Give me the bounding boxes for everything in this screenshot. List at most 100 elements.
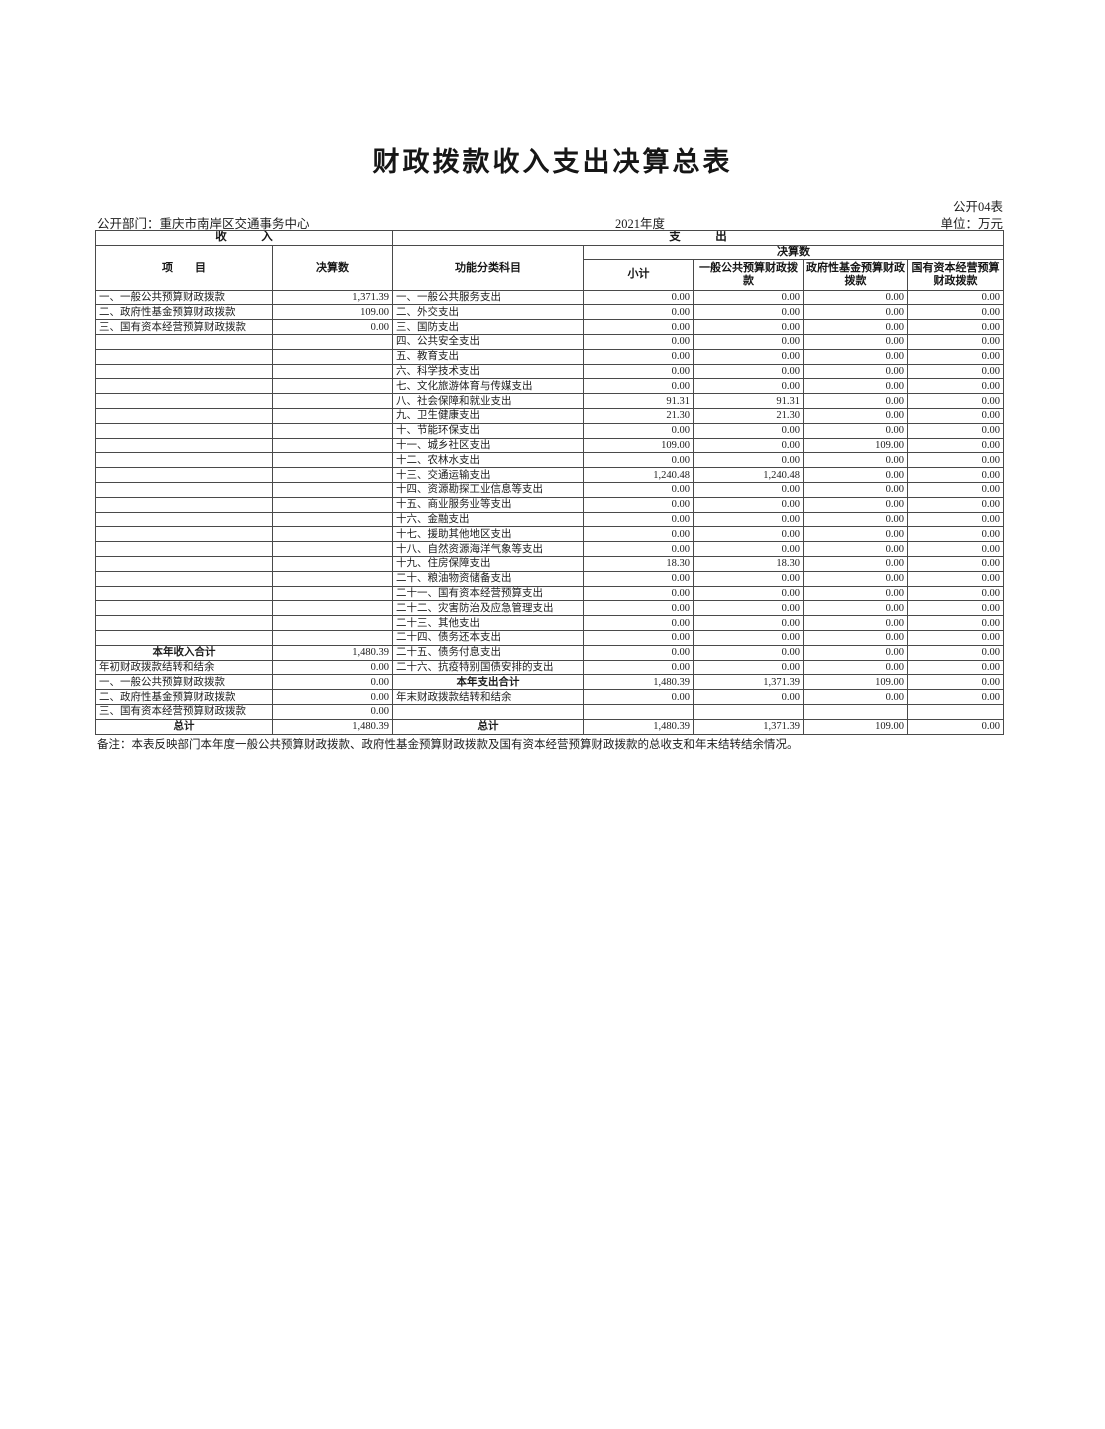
table-row: 二、政府性基金预算财政拨款 109.00 二、外交支出 0.00 0.00 0.00 0.0… — [95, 304, 1005, 321]
expense-item-cell: 十四、资源勘探工业信息等支出 — [392, 482, 584, 498]
expense-item-cell: 一、一般公共服务支出 — [392, 289, 584, 306]
table-row: 二、政府性基金预算财政拨款 0.00 年末财政拨款结转和结余 0.00 0.00 0.00… — [95, 689, 1005, 705]
gov-fund-cell: 0.00 — [803, 304, 908, 321]
col-header-amount: 决算数 — [272, 245, 393, 291]
state-capital-cell: 0.00 — [906, 600, 1005, 617]
page-title: 财政拨款收入支出决算总表 — [372, 147, 733, 177]
state-capital-cell: 0.00 — [906, 659, 1005, 676]
gov-fund-cell: 0.00 — [803, 644, 908, 661]
subtotal-cell: 0.00 — [583, 689, 694, 705]
income-item-cell — [95, 393, 273, 410]
gov-fund-cell: 0.00 — [803, 511, 908, 528]
col-header-gov-fund: 政府性基金预算财政拨款 — [803, 258, 908, 291]
expense-item-cell — [392, 703, 584, 720]
income-amount-cell — [272, 496, 393, 513]
gov-fund-cell: 109.00 — [803, 437, 908, 454]
expense-item-cell: 十二、农林水支出 — [392, 452, 584, 469]
table-row: 二十、粮油物资储备支出 0.00 0.00 0.00 0.00 — [95, 570, 1005, 587]
state-capital-cell: 0.00 — [906, 452, 1005, 469]
gov-fund-cell: 109.00 — [803, 674, 908, 691]
subtotal-cell: 18.30 — [583, 555, 694, 572]
income-item-cell: 三、国有资本经营预算财政拨款 — [95, 319, 273, 336]
income-item-cell: 总计 — [95, 718, 273, 735]
fiscal-year-label: 2021年度 — [615, 217, 666, 231]
expense-item-cell: 总计 — [392, 718, 584, 735]
expense-item-cell: 六、科学技术支出 — [392, 363, 584, 380]
subtotal-cell: 0.00 — [583, 304, 694, 321]
general-budget-cell: 1,240.48 — [693, 467, 804, 483]
gov-fund-cell: 0.00 — [803, 555, 908, 572]
table-row: 六、科学技术支出 0.00 0.00 0.00 0.00 — [95, 363, 1005, 380]
income-item-cell — [95, 496, 273, 513]
table-meta-row: 公开部门：重庆市南岸区交通事务中心 2021年度 单位：万元 — [95, 213, 1003, 231]
gov-fund-cell: 0.00 — [803, 334, 908, 350]
col-header-subtotal: 小计 — [583, 258, 694, 291]
general-budget-cell: 0.00 — [693, 289, 804, 306]
state-capital-cell: 0.00 — [906, 437, 1005, 454]
general-budget-cell: 91.31 — [693, 393, 804, 410]
general-budget-cell: 0.00 — [693, 422, 804, 439]
expense-item-cell: 十六、金融支出 — [392, 511, 584, 528]
state-capital-cell: 0.00 — [906, 467, 1005, 483]
income-item-cell — [95, 348, 273, 365]
gov-fund-cell: 0.00 — [803, 496, 908, 513]
income-item-cell: 本年收入合计 — [95, 644, 273, 661]
subtotal-cell: 0.00 — [583, 482, 694, 498]
state-capital-cell — [906, 703, 1005, 720]
footnote: 备注：本表反映部门本年度一般公共预算财政拨款、政府性基金预算财政拨款及国有资本经… — [97, 739, 799, 751]
income-item-cell — [95, 541, 273, 557]
general-budget-cell: 0.00 — [693, 659, 804, 676]
expense-item-cell: 年末财政拨款结转和结余 — [392, 689, 584, 705]
income-amount-cell — [272, 526, 393, 543]
state-capital-cell: 0.00 — [906, 526, 1005, 543]
table-row: 总计 1,480.39 总计 1,480.39 1,371.39 109.00 0.00 — [95, 718, 1005, 735]
state-capital-cell: 0.00 — [906, 644, 1005, 661]
table-row: 二十二、灾害防治及应急管理支出 0.00 0.00 0.00 0.00 — [95, 600, 1005, 617]
income-amount-cell — [272, 570, 393, 587]
expense-item-cell: 四、公共安全支出 — [392, 334, 584, 350]
table-row: 九、卫生健康支出 21.30 21.30 0.00 0.00 — [95, 408, 1005, 424]
table-row: 十四、资源勘探工业信息等支出 0.00 0.00 0.00 0.00 — [95, 482, 1005, 498]
expense-item-cell: 二十四、债务还本支出 — [392, 629, 584, 646]
general-budget-cell: 0.00 — [693, 482, 804, 498]
subtotal-cell: 0.00 — [583, 334, 694, 350]
state-capital-cell: 0.00 — [906, 689, 1005, 705]
income-item-cell — [95, 334, 273, 350]
gov-fund-cell: 0.00 — [803, 615, 908, 631]
income-item-cell — [95, 363, 273, 380]
table-row: 十八、自然资源海洋气象等支出 0.00 0.00 0.00 0.00 — [95, 541, 1005, 557]
state-capital-cell: 0.00 — [906, 585, 1005, 602]
gov-fund-cell: 0.00 — [803, 541, 908, 557]
col-header-general-budget: 一般公共预算财政拨款 — [693, 258, 804, 291]
expense-item-cell: 十三、交通运输支出 — [392, 467, 584, 483]
general-budget-cell: 0.00 — [693, 570, 804, 587]
gov-fund-cell: 109.00 — [803, 718, 908, 735]
table-row: 二十一、国有资本经营预算支出 0.00 0.00 0.00 0.00 — [95, 585, 1005, 602]
income-amount-cell — [272, 585, 393, 602]
general-budget-cell: 0.00 — [693, 526, 804, 543]
income-amount-cell: 0.00 — [272, 659, 393, 676]
income-item-cell — [95, 615, 273, 631]
gov-fund-cell: 0.00 — [803, 585, 908, 602]
subtotal-cell — [583, 703, 694, 720]
income-item-cell — [95, 408, 273, 424]
income-item-cell — [95, 570, 273, 587]
general-budget-cell: 1,371.39 — [693, 674, 804, 691]
general-budget-cell — [693, 703, 804, 720]
table-row: 八、社会保障和就业支出 91.31 91.31 0.00 0.00 — [95, 393, 1005, 410]
income-amount-cell — [272, 511, 393, 528]
income-item-cell: 二、政府性基金预算财政拨款 — [95, 304, 273, 321]
general-budget-cell: 0.00 — [693, 378, 804, 395]
expense-item-cell: 十七、援助其他地区支出 — [392, 526, 584, 543]
state-capital-cell: 0.00 — [906, 629, 1005, 646]
income-item-cell — [95, 629, 273, 646]
expense-item-cell: 二、外交支出 — [392, 304, 584, 321]
subtotal-cell: 0.00 — [583, 348, 694, 365]
state-capital-cell: 0.00 — [906, 408, 1005, 424]
state-capital-cell: 0.00 — [906, 393, 1005, 410]
expense-item-cell: 十九、住房保障支出 — [392, 555, 584, 572]
income-amount-cell: 1,480.39 — [272, 644, 393, 661]
state-capital-cell: 0.00 — [906, 319, 1005, 336]
income-item-cell — [95, 526, 273, 543]
state-capital-cell: 0.00 — [906, 363, 1005, 380]
